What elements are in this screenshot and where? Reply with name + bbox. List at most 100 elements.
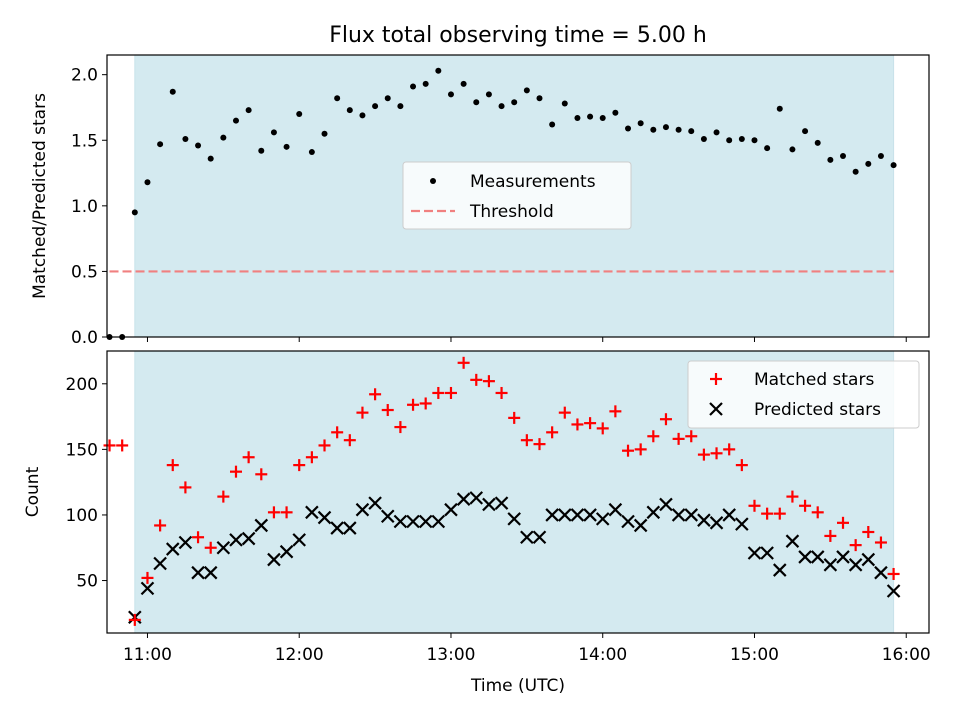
matched-star-point (482, 375, 495, 388)
xtick-label: 16:00 (882, 645, 931, 665)
predicted-star-point (292, 533, 306, 547)
measurement-point (157, 141, 164, 148)
matched-star-point (305, 451, 318, 464)
measurement-point (890, 162, 897, 169)
measurement-point (587, 113, 594, 120)
measurement-point (827, 156, 834, 163)
matched-star-point (811, 506, 824, 519)
measurement-point (662, 124, 669, 131)
matched-star-point (331, 426, 344, 439)
measurement-point (511, 99, 518, 106)
predicted-star-point (810, 550, 825, 564)
predicted-star-point (886, 584, 901, 598)
predicted-star-point (671, 508, 686, 522)
top-ylabel: Matched/Predicted stars (30, 93, 50, 299)
matched-star-point (773, 507, 786, 520)
measurement-point (384, 95, 391, 102)
legend-measurements-label: Measurements (470, 172, 596, 192)
matched-star-point (887, 567, 900, 580)
predicted-star-point (305, 505, 319, 520)
matched-star-point (634, 443, 647, 456)
measurement-point (207, 155, 214, 162)
predicted-star-point (431, 514, 446, 529)
matched-star-point (470, 373, 483, 386)
matched-star-point (546, 426, 559, 439)
measurement-point (700, 135, 707, 142)
measurement-point (713, 129, 720, 136)
predicted-star-point (570, 508, 585, 522)
top-ytick-label: 0.5 (71, 262, 98, 282)
predicted-star-point (646, 505, 661, 520)
matched-star-point (141, 571, 154, 584)
measurement-point (625, 125, 632, 132)
measurement-point (498, 103, 505, 110)
measurement-point (321, 130, 328, 137)
predicted-star-point (595, 512, 610, 526)
measurement-point (435, 67, 442, 74)
measurement-point (726, 137, 733, 144)
matched-star-point (761, 507, 774, 520)
predicted-star-point (393, 514, 408, 529)
predicted-star-point (140, 581, 155, 596)
matched-star-point (647, 430, 660, 443)
predicted-star-point (418, 514, 433, 529)
matched-star-point (558, 406, 571, 419)
predicted-star-point (823, 558, 838, 572)
matched-star-point (596, 422, 609, 435)
matched-star-point (659, 413, 672, 426)
bottom-ytick-label: 100 (66, 506, 98, 526)
predicted-star-point (343, 521, 357, 535)
measurement-point (485, 91, 492, 98)
legend-matched-label: Matched stars (754, 370, 874, 390)
legend-predicted-label: Predicted stars (754, 400, 881, 420)
matched-star-point (571, 418, 584, 431)
measurement-point (169, 88, 176, 95)
measurement-point (308, 149, 315, 156)
matched-star-point (824, 529, 837, 542)
predicted-star-point (494, 496, 509, 510)
measurement-point (802, 128, 809, 135)
legend-matched-marker (710, 373, 722, 385)
measurement-point (182, 135, 189, 142)
predicted-star-point (798, 550, 812, 564)
matched-star-point (786, 490, 799, 503)
measurement-point (612, 109, 619, 116)
measurement-point (637, 120, 644, 127)
top-ytick-label: 1.0 (71, 197, 98, 217)
measurement-point (776, 105, 783, 112)
predicted-star-point (165, 542, 180, 556)
matched-star-point (369, 388, 382, 401)
matched-star-point (837, 516, 850, 529)
predicted-star-point (482, 497, 496, 512)
matched-star-point (710, 447, 723, 460)
predicted-star-point (545, 508, 559, 522)
bottom-ytick-label: 150 (66, 440, 98, 460)
measurement-point (764, 145, 771, 152)
predicted-star-point (709, 516, 724, 530)
predicted-star-point (659, 497, 673, 512)
measurement-point (283, 143, 290, 150)
predicted-star-point (836, 550, 850, 564)
matched-star-point (495, 386, 508, 399)
matched-star-point (267, 506, 280, 519)
predicted-star-point (178, 535, 193, 550)
bottom-panel: 50 100 150 200 11:00 12:00 13:00 14:00 15:00 16:0… (23, 350, 931, 665)
legend-predicted-marker (709, 402, 723, 416)
measurement-point (751, 137, 758, 144)
matched-star-point (685, 430, 698, 443)
predicted-star-point (697, 513, 711, 527)
bottom-legend: Matched stars Predicted stars (687, 360, 920, 429)
measurement-point (650, 126, 657, 133)
bottom-axes-frame (106, 350, 930, 634)
measurement-point (296, 111, 303, 118)
matched-star-point (723, 443, 736, 456)
measurement-point (220, 134, 227, 141)
predicted-star-point (469, 491, 484, 505)
predicted-star-point (532, 530, 547, 545)
predicted-star-point (772, 563, 787, 577)
predicted-star-point (583, 508, 597, 522)
top-axes-frame (106, 54, 930, 338)
predicted-star-point (456, 492, 471, 506)
predicted-star-point (507, 512, 521, 526)
matched-star-point (432, 386, 445, 399)
